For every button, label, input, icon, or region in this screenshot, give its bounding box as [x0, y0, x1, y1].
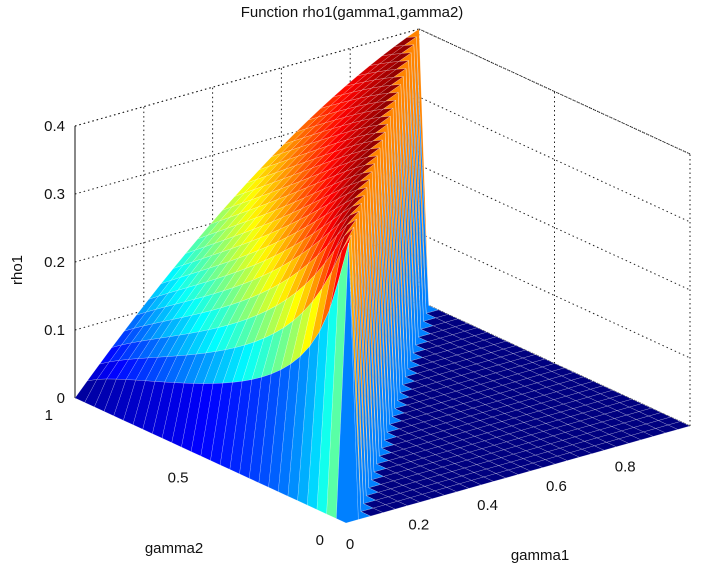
x-axis-label: gamma1	[511, 547, 569, 564]
z-tick-label: 0.2	[44, 254, 65, 271]
x-tick-label: 0.2	[408, 517, 429, 534]
x-tick-label: 0.8	[615, 458, 636, 475]
y-tick-label: 0	[316, 532, 324, 549]
y-tick-label: 0.5	[168, 470, 189, 487]
z-tick-label: 0.1	[44, 322, 65, 339]
y-axis-label: gamma2	[145, 540, 203, 557]
y-tick-label: 1	[45, 407, 53, 424]
x-tick-label: 0.4	[477, 497, 498, 514]
grid-line	[418, 28, 691, 155]
chart-title: Function rho1(gamma1,gamma2)	[240, 4, 464, 21]
z-tick-label: 0	[57, 390, 65, 407]
z-tick-label: 0.4	[44, 118, 65, 135]
z-tick-label: 0.3	[44, 186, 65, 203]
z-axis-label: rho1	[9, 255, 26, 285]
x-tick-label: 0	[346, 536, 354, 553]
x-tick-label: 0.6	[546, 478, 567, 495]
surface-patch	[336, 243, 359, 524]
surface-mesh	[74, 28, 691, 524]
